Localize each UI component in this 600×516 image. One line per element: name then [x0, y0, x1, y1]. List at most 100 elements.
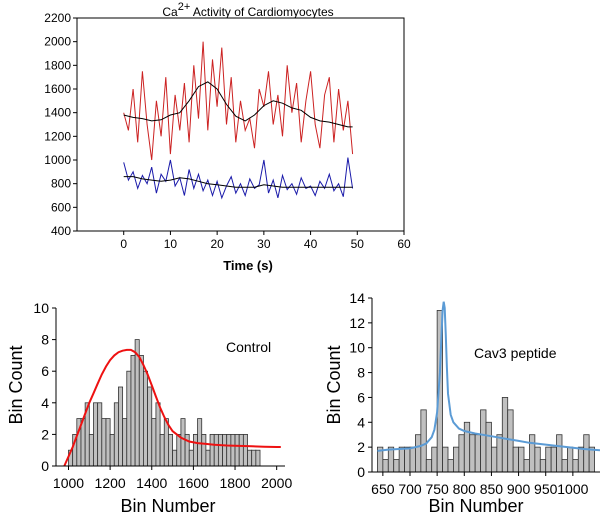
histogram-bar — [512, 446, 519, 473]
histogram-bar — [539, 459, 547, 473]
histogram-bar — [529, 434, 536, 473]
x-tick-label: 0 — [120, 237, 127, 251]
x-tick-label: 700 — [398, 481, 422, 497]
y-tick-label: 4 — [357, 414, 365, 430]
histogram-bar — [485, 421, 492, 473]
histogram-bar — [126, 370, 132, 467]
histogram-bar — [201, 433, 207, 467]
histogram-bar — [561, 459, 568, 473]
histogram-bar — [545, 446, 552, 473]
histogram-bar — [491, 446, 498, 473]
y-tick-label: 6 — [41, 363, 49, 379]
histogram-bar — [205, 449, 211, 467]
y-tick-label: 1400 — [44, 106, 71, 120]
histogram-bar — [425, 459, 433, 473]
y-tick-label: 1000 — [44, 153, 71, 167]
histogram-bar — [134, 339, 140, 467]
x-tick-label: 1200 — [95, 475, 126, 491]
histogram-bar — [222, 433, 228, 467]
x-tick-label: 650 — [371, 481, 395, 497]
histogram-bar — [109, 433, 115, 467]
x-tick-label: 800 — [453, 481, 477, 497]
histogram-bar — [534, 446, 541, 473]
histogram-bar — [463, 421, 471, 473]
histogram-bar — [93, 402, 99, 467]
histogram-bar — [583, 434, 590, 473]
y-tick-label: 14 — [349, 290, 365, 306]
histogram-bar — [147, 386, 153, 467]
histogram-bar — [217, 433, 223, 467]
chart-title: Ca2+ Activity of Cardiomyocytes — [162, 1, 333, 19]
plot-frame — [76, 17, 405, 232]
histogram-bar — [192, 433, 198, 467]
x-axis-label: Bin Number — [428, 496, 523, 516]
control-histogram: 0 2 4 6 8 10 1000 1200 1400 1600 1800 2000 Bin Numb… — [6, 300, 292, 516]
x-tick-label: 1000 — [557, 481, 588, 497]
histogram-bar — [523, 459, 530, 473]
y-tick-label: 600 — [51, 200, 71, 214]
histogram-bar — [130, 354, 136, 467]
histogram-bar — [409, 446, 416, 473]
histogram-bar — [474, 434, 481, 473]
histogram-bar — [382, 459, 389, 473]
y-tick-label: 10 — [33, 300, 49, 316]
y-tick-label: 12 — [349, 315, 365, 331]
histogram-bar — [577, 446, 585, 473]
y-tick-label: 8 — [357, 365, 365, 381]
x-tick-label: 1600 — [178, 475, 209, 491]
y-tick-label: 8 — [41, 332, 49, 348]
histogram-bar — [209, 433, 215, 467]
x-tick-label: 60 — [397, 237, 411, 251]
y-tick-label: 2200 — [44, 11, 71, 25]
y-tick-label: 2 — [357, 439, 365, 455]
histogram-bar — [242, 433, 248, 467]
histogram-bar — [556, 434, 563, 473]
histogram-bar — [404, 446, 411, 473]
histogram-bar — [518, 446, 525, 473]
histogram-bar — [247, 449, 253, 467]
histogram-bar — [393, 459, 400, 473]
histogram-bar — [151, 418, 157, 467]
y-tick-label: 1800 — [44, 58, 71, 72]
fit-curve — [377, 301, 600, 452]
x-tick-label: 900 — [507, 481, 531, 497]
histogram-bar — [105, 418, 111, 467]
y-axis-label: Bin Count — [6, 345, 26, 424]
histogram-bar — [122, 418, 128, 467]
histogram-bar — [176, 433, 182, 467]
x-tick-label: 2000 — [261, 475, 292, 491]
histogram-bar — [255, 449, 261, 467]
annotation-label: Cav3 peptide — [474, 345, 557, 361]
y-tick-label: 10 — [349, 340, 365, 356]
histogram-bar — [172, 449, 178, 467]
x-tick-label: 1000 — [53, 475, 84, 491]
histogram-bar — [442, 446, 449, 473]
histogram-bar — [588, 446, 595, 473]
histogram-bar — [143, 370, 149, 467]
histogram-bar — [480, 409, 487, 473]
histogram-bar — [415, 434, 422, 473]
y-axis-label: Bin Count — [324, 345, 344, 424]
histogram-bar — [230, 433, 236, 467]
histogram-bar — [501, 397, 509, 473]
histogram-bar — [168, 433, 173, 467]
y-tick-label: 2 — [41, 426, 49, 442]
x-tick-label: 1800 — [219, 475, 250, 491]
histogram-bar — [447, 459, 454, 473]
x-tick-label: 50 — [351, 237, 365, 251]
x-tick-label: 20 — [210, 237, 224, 251]
y-tick-label: 6 — [357, 389, 365, 405]
histogram-bar — [507, 409, 514, 473]
histogram-bar — [180, 418, 186, 467]
histogram-bar — [550, 446, 557, 473]
x-tick-label: 850 — [480, 481, 504, 497]
series-line — [123, 157, 354, 200]
x-tick-label: 950 — [534, 481, 558, 497]
y-tick-label: 1600 — [44, 82, 71, 96]
histogram-bar — [398, 446, 405, 473]
x-axis-label: Time (s) — [223, 258, 273, 273]
histogram-bar — [453, 446, 460, 473]
series-line — [123, 176, 353, 188]
x-axis-label: Bin Number — [120, 496, 215, 516]
